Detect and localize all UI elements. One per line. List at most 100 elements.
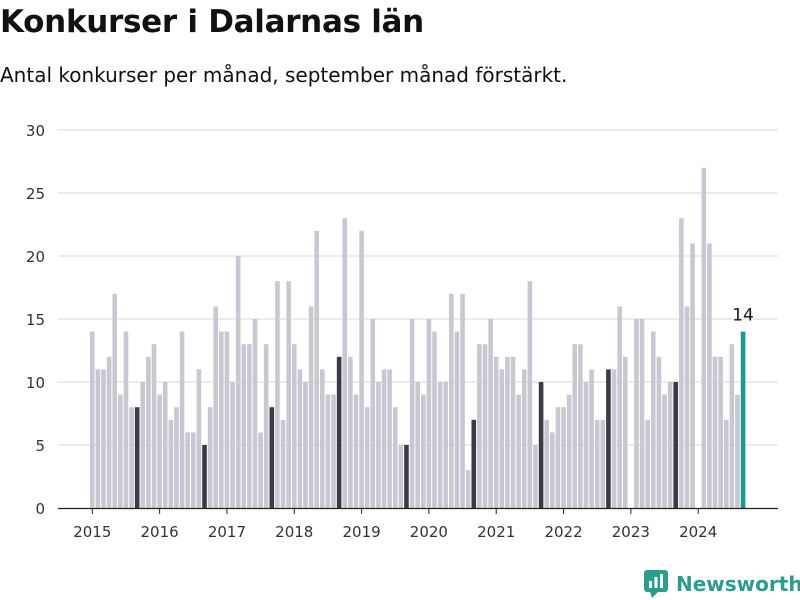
x-tick-label: 2018 bbox=[275, 523, 313, 541]
bar bbox=[140, 382, 146, 508]
bar bbox=[359, 230, 364, 509]
bar bbox=[291, 344, 297, 508]
bar bbox=[275, 281, 280, 508]
bar bbox=[550, 432, 555, 508]
chart-title: Konkurser i Dalarnas län bbox=[0, 4, 424, 40]
x-tick-label: 2022 bbox=[544, 523, 582, 541]
bar bbox=[611, 369, 617, 508]
bar bbox=[106, 356, 112, 508]
bar bbox=[325, 394, 331, 508]
bar bbox=[690, 243, 695, 508]
bar bbox=[174, 407, 179, 508]
bar bbox=[707, 243, 712, 508]
bar bbox=[639, 319, 645, 508]
bar bbox=[493, 356, 499, 508]
bars bbox=[90, 167, 746, 509]
bar bbox=[667, 382, 673, 508]
bar bbox=[544, 419, 550, 508]
bar bbox=[364, 407, 370, 508]
bar bbox=[656, 356, 662, 508]
bar bbox=[90, 331, 95, 508]
bar bbox=[454, 331, 460, 508]
bar bbox=[129, 407, 134, 508]
y-tick-label: 15 bbox=[26, 311, 45, 329]
bar bbox=[146, 356, 151, 508]
newsworthy-logo-icon bbox=[644, 570, 668, 598]
bar bbox=[308, 306, 314, 508]
bar bbox=[95, 369, 101, 508]
bar bbox=[241, 344, 247, 508]
bar bbox=[606, 369, 611, 508]
bar bbox=[190, 432, 196, 508]
brand-name: Newsworthy bbox=[676, 572, 800, 596]
bar bbox=[465, 470, 471, 508]
bar bbox=[735, 394, 740, 508]
bar bbox=[443, 382, 449, 508]
bar bbox=[224, 331, 230, 508]
bar bbox=[583, 382, 589, 508]
bar bbox=[437, 382, 443, 508]
latest-value-label: 14 bbox=[732, 306, 754, 326]
x-tick-label: 2020 bbox=[410, 523, 448, 541]
x-tick-label: 2015 bbox=[73, 523, 111, 541]
bar bbox=[202, 445, 207, 508]
bar bbox=[510, 356, 516, 508]
bar bbox=[622, 356, 628, 508]
bar bbox=[112, 293, 118, 508]
bar bbox=[387, 369, 392, 508]
bar bbox=[162, 382, 168, 508]
bar bbox=[331, 394, 336, 508]
bar bbox=[269, 407, 275, 508]
bar bbox=[712, 356, 718, 508]
bar bbox=[342, 218, 348, 508]
bar bbox=[415, 382, 420, 508]
bar bbox=[196, 369, 202, 508]
bar bbox=[134, 407, 140, 508]
bar bbox=[740, 331, 746, 508]
bar bbox=[263, 344, 269, 508]
bar bbox=[426, 319, 432, 508]
bar bbox=[578, 344, 583, 508]
bar bbox=[336, 356, 342, 508]
bar bbox=[505, 356, 510, 508]
bar bbox=[645, 419, 650, 508]
bar bbox=[213, 306, 219, 508]
newsworthy-logo: Newsworthy bbox=[644, 570, 800, 598]
bar bbox=[398, 445, 404, 508]
bar bbox=[662, 394, 667, 508]
chart-subtitle: Antal konkurser per månad, september mån… bbox=[0, 63, 568, 87]
bar bbox=[297, 369, 303, 508]
bar bbox=[420, 394, 426, 508]
bar bbox=[673, 382, 679, 508]
x-tick-label: 2024 bbox=[679, 523, 717, 541]
y-tick-label: 0 bbox=[35, 500, 45, 518]
bar bbox=[303, 382, 308, 508]
y-tick-label: 10 bbox=[26, 374, 45, 392]
bar bbox=[589, 369, 594, 508]
bar bbox=[185, 432, 190, 508]
bar bbox=[207, 407, 213, 508]
bar bbox=[157, 394, 162, 508]
x-tick-label: 2017 bbox=[208, 523, 246, 541]
bar bbox=[376, 382, 381, 508]
x-tick-label: 2019 bbox=[342, 523, 380, 541]
bar bbox=[499, 369, 505, 508]
bar bbox=[123, 331, 129, 508]
bar bbox=[679, 218, 684, 508]
bar bbox=[381, 369, 387, 508]
bar bbox=[320, 369, 325, 508]
x-tick-label: 2023 bbox=[612, 523, 650, 541]
bar bbox=[471, 419, 477, 508]
bar bbox=[348, 356, 353, 508]
bar bbox=[555, 407, 561, 508]
bar bbox=[432, 331, 437, 508]
bar bbox=[235, 256, 241, 508]
bar bbox=[280, 419, 286, 508]
bar bbox=[168, 419, 174, 508]
bar bbox=[617, 306, 622, 508]
bar bbox=[353, 394, 359, 508]
bar bbox=[634, 319, 639, 508]
bar bbox=[409, 319, 415, 508]
bar bbox=[404, 445, 409, 508]
